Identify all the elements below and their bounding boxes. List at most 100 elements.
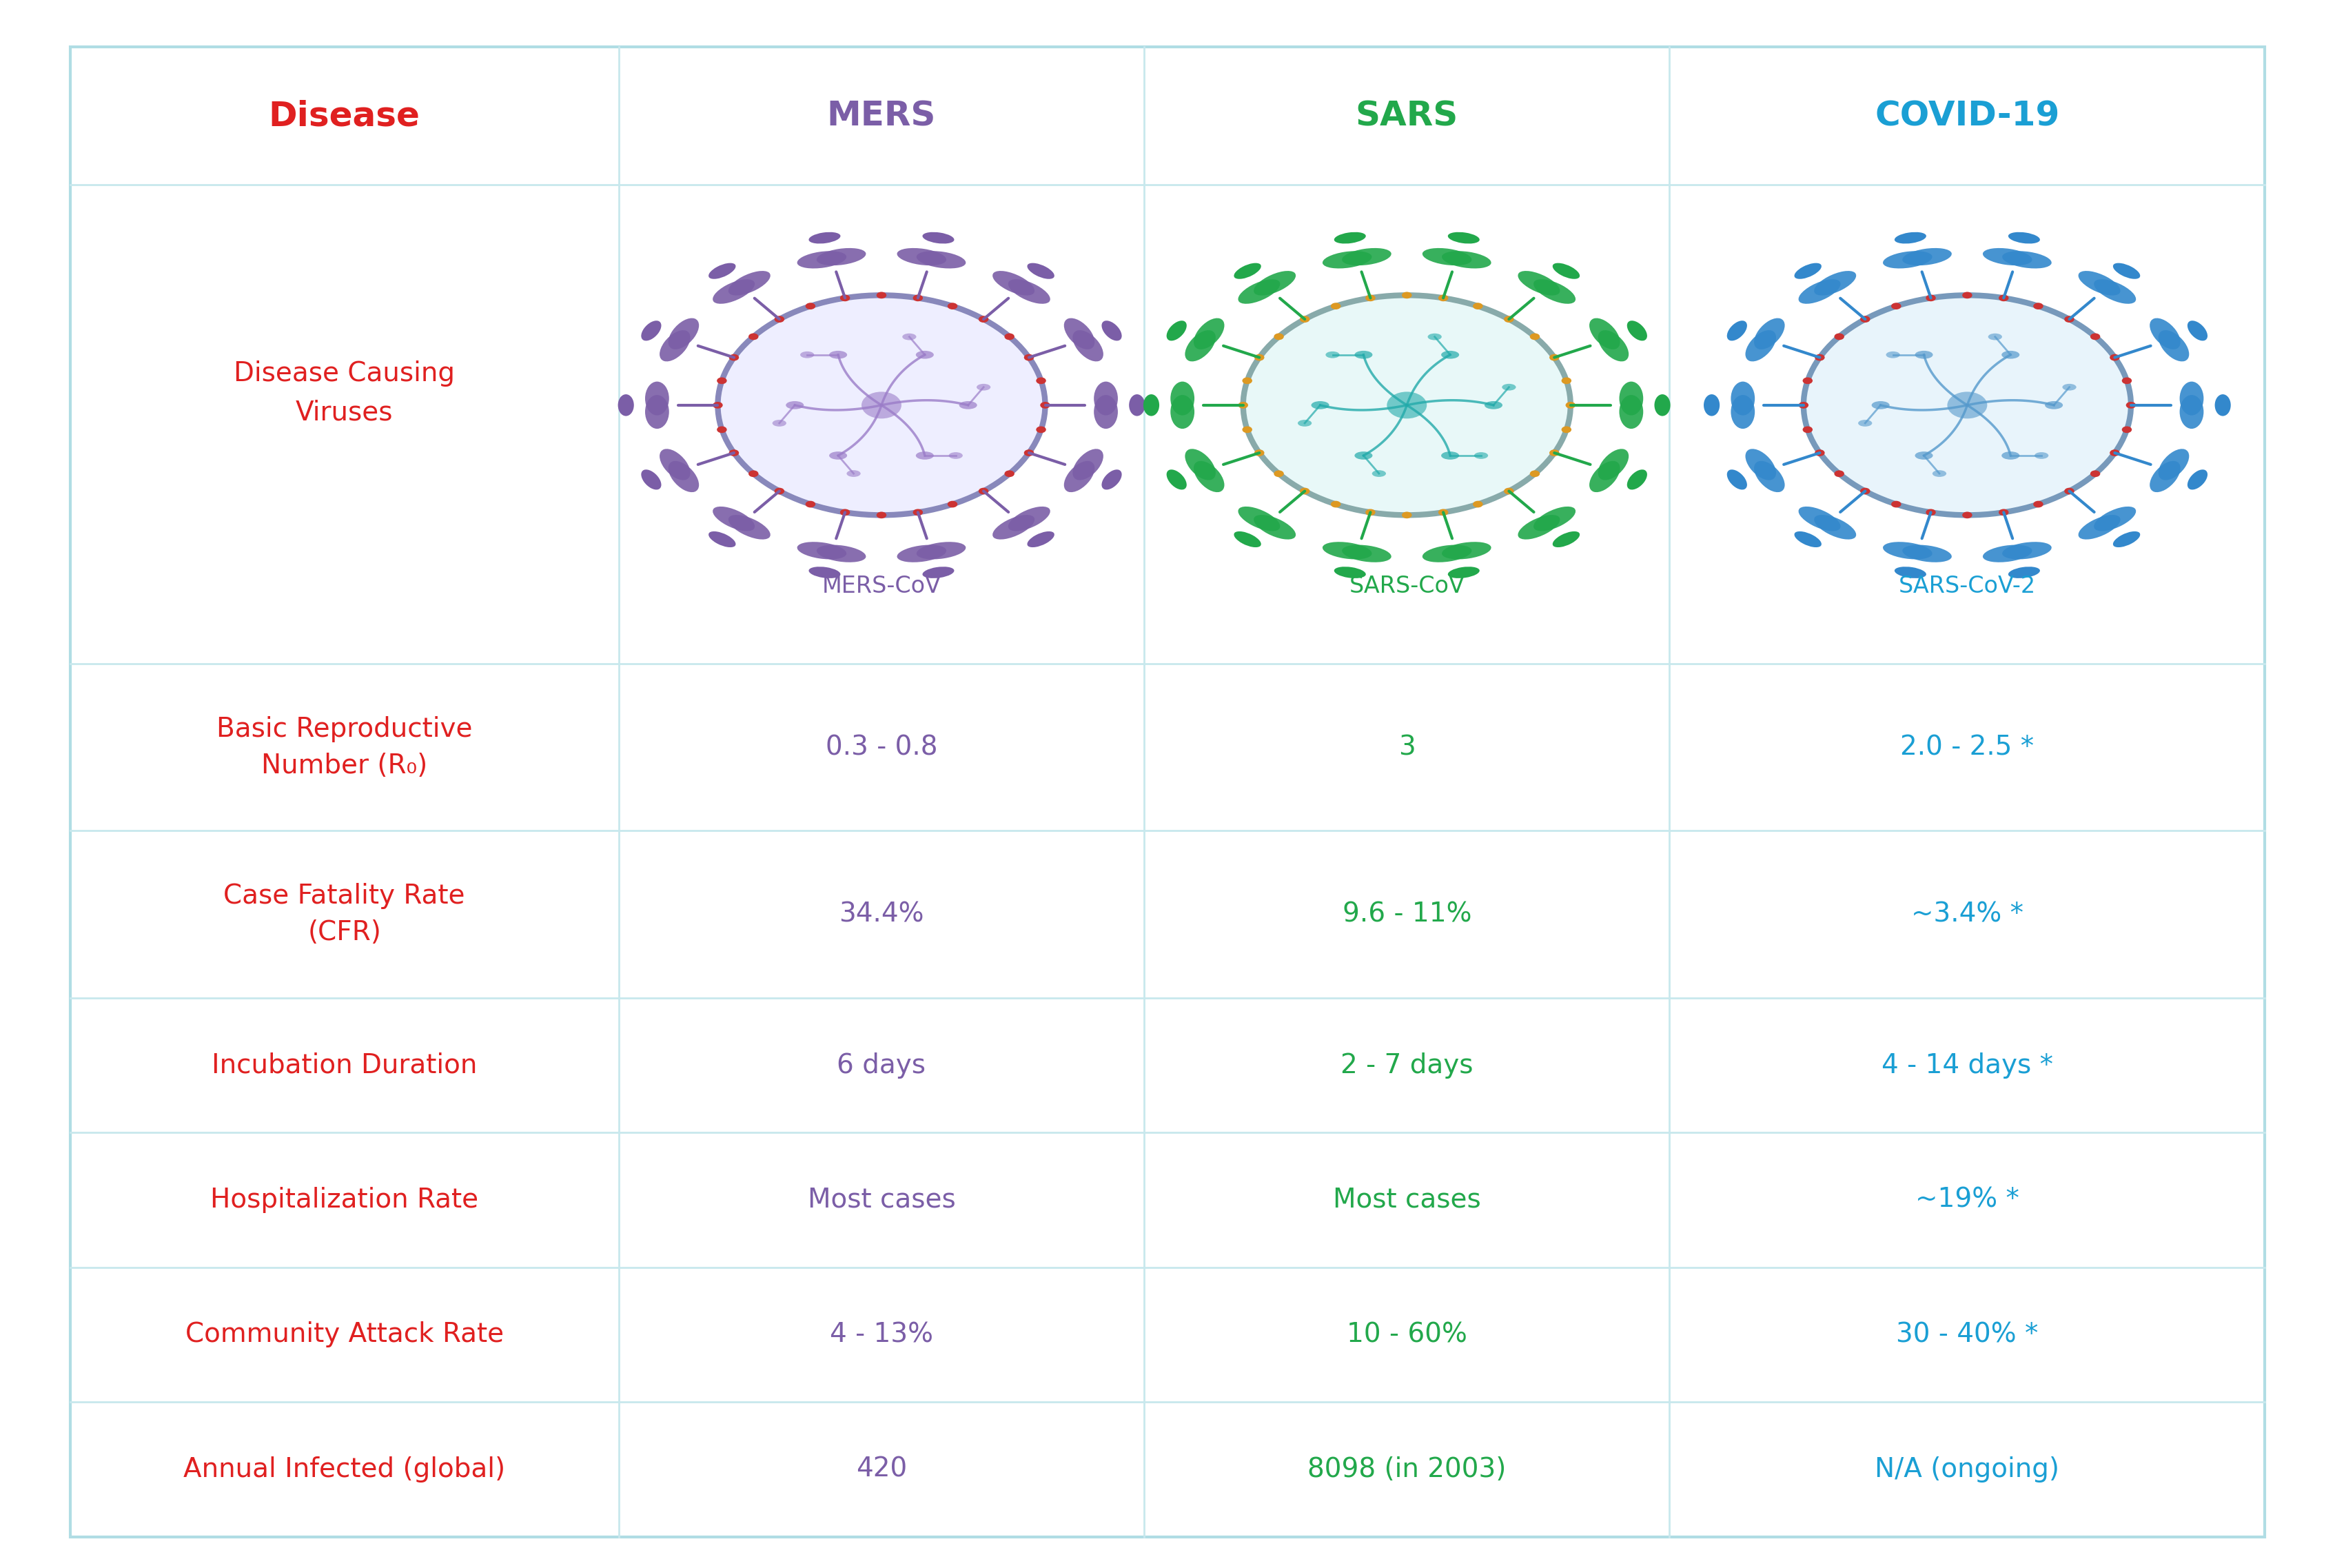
Circle shape	[2090, 470, 2099, 477]
Ellipse shape	[1422, 544, 1471, 563]
Ellipse shape	[1473, 452, 1487, 459]
Ellipse shape	[1534, 506, 1576, 532]
Circle shape	[1835, 334, 1845, 340]
Ellipse shape	[2113, 263, 2141, 279]
Ellipse shape	[1065, 318, 1095, 350]
Ellipse shape	[1333, 566, 1366, 579]
Ellipse shape	[1730, 381, 1756, 416]
Ellipse shape	[1184, 448, 1217, 480]
Ellipse shape	[1441, 452, 1459, 459]
Ellipse shape	[1354, 452, 1373, 459]
Ellipse shape	[1728, 469, 1747, 489]
Circle shape	[1301, 315, 1310, 323]
Ellipse shape	[708, 532, 736, 547]
Circle shape	[1562, 378, 1571, 384]
Ellipse shape	[2001, 543, 2052, 560]
Circle shape	[1004, 470, 1013, 477]
Circle shape	[1387, 392, 1427, 419]
Ellipse shape	[1254, 271, 1296, 295]
Ellipse shape	[992, 271, 1034, 295]
Circle shape	[1803, 378, 1812, 384]
Ellipse shape	[2078, 514, 2120, 539]
Circle shape	[1275, 470, 1284, 477]
Circle shape	[1891, 303, 1901, 309]
Ellipse shape	[1590, 461, 1620, 492]
Text: 9.6 - 11%: 9.6 - 11%	[1343, 902, 1471, 927]
Circle shape	[717, 426, 726, 433]
Ellipse shape	[668, 318, 698, 350]
Ellipse shape	[960, 401, 976, 409]
Circle shape	[2064, 315, 2073, 323]
Circle shape	[1242, 378, 1252, 384]
Ellipse shape	[1627, 320, 1646, 340]
Ellipse shape	[1441, 251, 1492, 268]
Text: Incubation Duration: Incubation Duration	[212, 1052, 476, 1079]
Circle shape	[806, 500, 815, 508]
Circle shape	[750, 470, 759, 477]
Ellipse shape	[2094, 279, 2137, 304]
Ellipse shape	[1798, 506, 1840, 532]
Ellipse shape	[1427, 334, 1441, 340]
Ellipse shape	[2151, 318, 2181, 350]
Ellipse shape	[1448, 232, 1480, 243]
Ellipse shape	[2158, 448, 2190, 480]
Ellipse shape	[2188, 320, 2207, 340]
Ellipse shape	[1170, 381, 1196, 416]
Ellipse shape	[1168, 469, 1186, 489]
Ellipse shape	[1009, 506, 1051, 532]
Circle shape	[1401, 292, 1413, 298]
Text: SARS-CoV: SARS-CoV	[1350, 575, 1464, 597]
Ellipse shape	[1093, 381, 1118, 416]
Ellipse shape	[1705, 394, 1719, 416]
Circle shape	[1926, 295, 1936, 301]
Circle shape	[1861, 315, 1870, 323]
Ellipse shape	[1422, 248, 1471, 265]
Ellipse shape	[1144, 394, 1158, 416]
Ellipse shape	[976, 384, 990, 390]
Circle shape	[1504, 488, 1513, 494]
Ellipse shape	[1793, 263, 1821, 279]
Circle shape	[1242, 295, 1571, 516]
Ellipse shape	[1130, 394, 1144, 416]
Ellipse shape	[1518, 271, 1560, 295]
Ellipse shape	[1193, 461, 1224, 492]
Ellipse shape	[1730, 395, 1756, 428]
Circle shape	[729, 354, 738, 361]
Ellipse shape	[796, 251, 848, 268]
Circle shape	[1926, 510, 1936, 516]
Circle shape	[1961, 292, 1973, 298]
Circle shape	[1254, 450, 1263, 456]
Text: 2 - 7 days: 2 - 7 days	[1340, 1052, 1473, 1079]
Circle shape	[1366, 510, 1375, 516]
Ellipse shape	[1027, 263, 1055, 279]
Circle shape	[876, 511, 887, 519]
Circle shape	[2090, 334, 2099, 340]
Ellipse shape	[787, 401, 803, 409]
Ellipse shape	[992, 514, 1034, 539]
Ellipse shape	[712, 506, 754, 532]
Circle shape	[862, 392, 901, 419]
Ellipse shape	[1597, 331, 1630, 362]
Ellipse shape	[1312, 401, 1329, 409]
Ellipse shape	[1009, 279, 1051, 304]
Ellipse shape	[1065, 461, 1095, 492]
Ellipse shape	[1859, 420, 1873, 426]
Circle shape	[1331, 303, 1340, 309]
Circle shape	[1999, 295, 2008, 301]
Circle shape	[1861, 488, 1870, 494]
Text: SARS: SARS	[1354, 99, 1459, 133]
Text: Case Fatality Rate
(CFR): Case Fatality Rate (CFR)	[224, 883, 465, 946]
Ellipse shape	[1343, 248, 1392, 265]
Ellipse shape	[1882, 251, 1933, 268]
Ellipse shape	[1441, 543, 1492, 560]
Ellipse shape	[901, 334, 915, 340]
Ellipse shape	[1485, 401, 1501, 409]
Ellipse shape	[922, 566, 955, 579]
Ellipse shape	[1298, 420, 1312, 426]
Ellipse shape	[1894, 232, 1926, 243]
Circle shape	[2123, 378, 2132, 384]
Ellipse shape	[729, 514, 771, 539]
Ellipse shape	[948, 452, 962, 459]
Ellipse shape	[1326, 351, 1340, 358]
Circle shape	[1037, 426, 1046, 433]
